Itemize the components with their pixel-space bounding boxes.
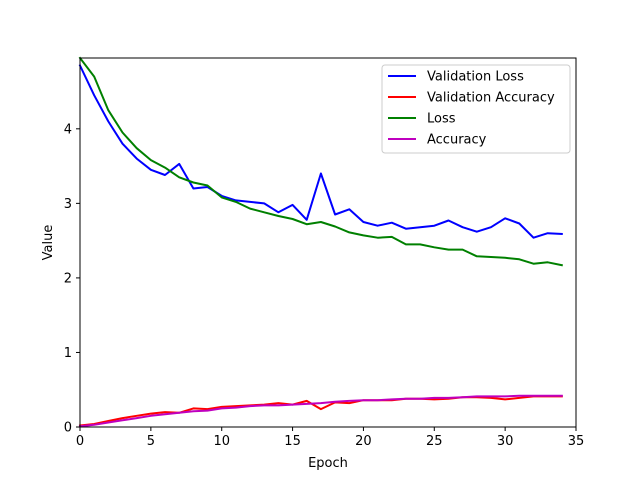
series-line-2 <box>78 56 563 267</box>
y-tick-label: 4 <box>64 122 72 137</box>
y-tick-label: 1 <box>64 346 72 361</box>
y-axis: 0 1 2 3 4 <box>64 122 80 436</box>
y-tick-label: 0 <box>64 421 72 436</box>
x-tick-label: 15 <box>284 434 301 449</box>
legend-box <box>381 64 571 154</box>
legend-label-2: Loss <box>427 112 456 127</box>
legend-label-1: Validation Accuracy <box>427 91 555 106</box>
y-axis-label: Value <box>41 225 56 261</box>
legend-label-3: Accuracy <box>427 133 487 148</box>
series-line-1 <box>78 395 563 427</box>
legend-label-0: Validation Loss <box>427 70 524 85</box>
x-tick-label: 30 <box>497 434 514 449</box>
legend: Validation Loss Validation Accuracy Loss Ac… <box>381 64 571 154</box>
series-layer <box>78 56 563 428</box>
x-tick-label: 0 <box>76 434 84 449</box>
legend-entries: Validation Loss Validation Accuracy Loss Ac… <box>388 70 555 148</box>
x-tick-label: 5 <box>147 434 155 449</box>
x-axis-label: Epoch <box>308 456 348 471</box>
x-tick-label: 20 <box>355 434 372 449</box>
series-line-3 <box>78 394 563 428</box>
plot-frame <box>79 57 577 428</box>
series-line-0 <box>78 64 563 239</box>
y-tick-label: 3 <box>64 197 72 212</box>
x-tick-label: 25 <box>426 434 443 449</box>
x-axis: 0 5 10 15 20 25 30 35 <box>76 427 584 449</box>
x-tick-label: 35 <box>568 434 585 449</box>
y-tick-label: 2 <box>64 271 72 286</box>
x-tick-label: 10 <box>213 434 230 449</box>
